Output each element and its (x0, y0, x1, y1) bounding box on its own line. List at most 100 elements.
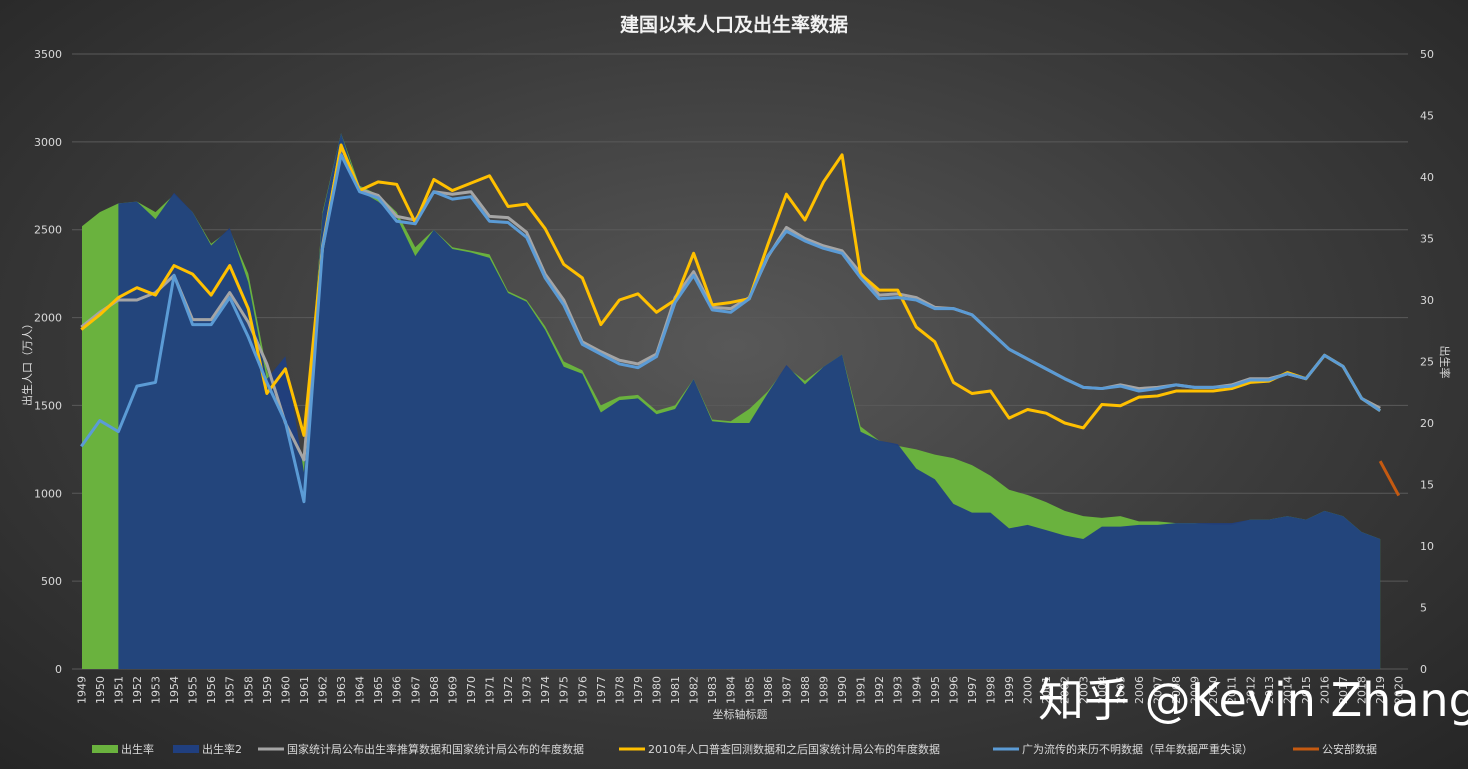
y-left-tick-label: 500 (41, 575, 62, 588)
x-tick-label: 1954 (168, 676, 181, 704)
x-axis-title: 坐标轴标题 (713, 707, 768, 721)
y-left-tick-label: 1000 (34, 487, 62, 500)
y-left-tick-label: 3500 (34, 48, 62, 61)
x-tick-label: 1972 (502, 676, 515, 704)
x-tick-label: 1975 (558, 676, 571, 704)
x-tick-label: 1999 (1003, 676, 1016, 704)
y-axis-left-title: 出生人口（万人） (20, 318, 34, 406)
x-tick-label: 1983 (706, 676, 719, 704)
x-tick-label: 2019 (1374, 676, 1387, 704)
x-tick-label: 1994 (910, 676, 923, 704)
x-tick-label: 1991 (855, 676, 868, 704)
line-series (80, 143, 1401, 504)
x-tick-label: 1990 (836, 676, 849, 704)
y-right-tick-label: 10 (1420, 540, 1434, 553)
y-left-tick-label: 0 (55, 663, 62, 676)
y-left-tick-label: 2000 (34, 312, 62, 325)
x-tick-label: 1971 (484, 676, 497, 704)
x-tick-label: 2020 (1393, 676, 1406, 704)
legend-label: 国家统计局公布出生率推算数据和国家统计局公布的年度数据 (287, 742, 584, 756)
x-tick-label: 1987 (780, 676, 793, 704)
x-tick-label: 1958 (242, 676, 255, 704)
x-tick-label: 1962 (317, 676, 330, 704)
x-tick-label: 2012 (1244, 676, 1257, 704)
x-tick-label: 2005 (1114, 676, 1127, 704)
y-right-tick-label: 50 (1420, 48, 1434, 61)
x-tick-label: 1984 (725, 676, 738, 704)
y-right-tick-label: 15 (1420, 479, 1434, 492)
x-tick-label: 2014 (1281, 676, 1294, 704)
legend-label: 2010年人口普查回测数据和之后国家统计局公布的年度数据 (648, 742, 940, 756)
legend-label: 广为流传的来历不明数据（早年数据严重失误） (1022, 742, 1253, 756)
x-tick-label: 2018 (1356, 676, 1369, 704)
y-right-tick-label: 5 (1420, 602, 1427, 615)
x-tick-label: 1960 (279, 676, 292, 704)
x-tick-label: 1992 (873, 676, 886, 704)
x-tick-label: 1986 (762, 676, 775, 704)
x-tick-label: 2004 (1096, 676, 1109, 704)
y-right-tick-label: 0 (1420, 663, 1427, 676)
y-right-tick-label: 30 (1420, 294, 1434, 307)
watermark: 知乎 @Kevin Zhang (1038, 673, 1468, 727)
x-tick-label: 1955 (187, 676, 200, 704)
x-tick-label: 1989 (818, 676, 831, 704)
x-tick-label: 1978 (613, 676, 626, 704)
line-series-5 (1378, 460, 1401, 497)
x-tick-label: 1982 (688, 676, 701, 704)
y-left-tick-label: 3000 (34, 136, 62, 149)
line-series-4 (80, 153, 1381, 504)
legend-label: 公安部数据 (1322, 742, 1377, 756)
x-tick-label: 2008 (1170, 676, 1183, 704)
y-right-tick-label: 25 (1420, 356, 1434, 369)
area-birth-rate-2 (118, 133, 1381, 670)
x-tick-label: 1964 (354, 676, 367, 704)
x-tick-label: 1996 (947, 676, 960, 704)
legend-label: 出生率 (121, 742, 154, 756)
x-tick-label: 2003 (1077, 676, 1090, 704)
x-tick-label: 1963 (335, 676, 348, 704)
x-tick-label: 1949 (75, 676, 88, 704)
x-tick-label: 2001 (1040, 676, 1053, 704)
x-tick-label: 2015 (1300, 676, 1313, 704)
left-axis-ticks: 0 500 1000 1500 2000 2500 3000 3500 (34, 48, 62, 676)
x-tick-label: 1988 (799, 676, 812, 704)
x-tick-label: 1980 (651, 676, 664, 704)
y-left-tick-label: 2500 (34, 224, 62, 237)
line-series-3 (80, 143, 1381, 437)
legend-swatch (92, 745, 118, 753)
y-right-tick-label: 35 (1420, 233, 1434, 246)
x-tick-label: 1970 (465, 676, 478, 704)
x-tick-label: 2010 (1207, 676, 1220, 704)
legend-swatch (173, 745, 199, 753)
x-tick-label: 2006 (1133, 676, 1146, 704)
y-axis-right-title: 出生率 (1438, 346, 1452, 379)
x-tick-label: 2013 (1263, 676, 1276, 704)
x-axis-ticks: 1949 1950 1951 1952 1953 1954 1955 1956 1957 1958… (75, 676, 1405, 704)
x-tick-label: 1977 (595, 676, 608, 704)
x-tick-label: 1952 (131, 676, 144, 704)
x-tick-label: 2009 (1189, 676, 1202, 704)
legend-label: 出生率2 (202, 742, 242, 756)
x-tick-label: 2002 (1059, 676, 1072, 704)
x-tick-label: 2000 (1022, 676, 1035, 704)
x-tick-label: 1966 (391, 676, 404, 704)
x-tick-label: 1976 (576, 676, 589, 704)
x-tick-label: 1951 (112, 676, 125, 704)
x-tick-label: 1956 (205, 676, 218, 704)
x-tick-label: 1995 (929, 676, 942, 704)
x-tick-label: 1953 (150, 676, 163, 704)
x-tick-label: 1981 (669, 676, 682, 704)
x-tick-label: 1985 (743, 676, 756, 704)
y-right-tick-label: 40 (1420, 171, 1434, 184)
x-tick-label: 1968 (428, 676, 441, 704)
legend: 出生率 出生率2 国家统计局公布出生率推算数据和国家统计局公布的年度数据 2010年人… (92, 742, 1377, 756)
y-right-tick-label: 20 (1420, 417, 1434, 430)
y-right-tick-label: 45 (1420, 110, 1434, 123)
chart-title: 建国以来人口及出生率数据 (620, 13, 848, 36)
x-tick-label: 1959 (261, 676, 274, 704)
x-tick-label: 1950 (94, 676, 107, 704)
area-series (82, 133, 1381, 670)
x-tick-label: 1998 (985, 676, 998, 704)
right-axis-ticks: 0 5 10 15 20 25 30 35 40 45 50 (1420, 48, 1434, 676)
